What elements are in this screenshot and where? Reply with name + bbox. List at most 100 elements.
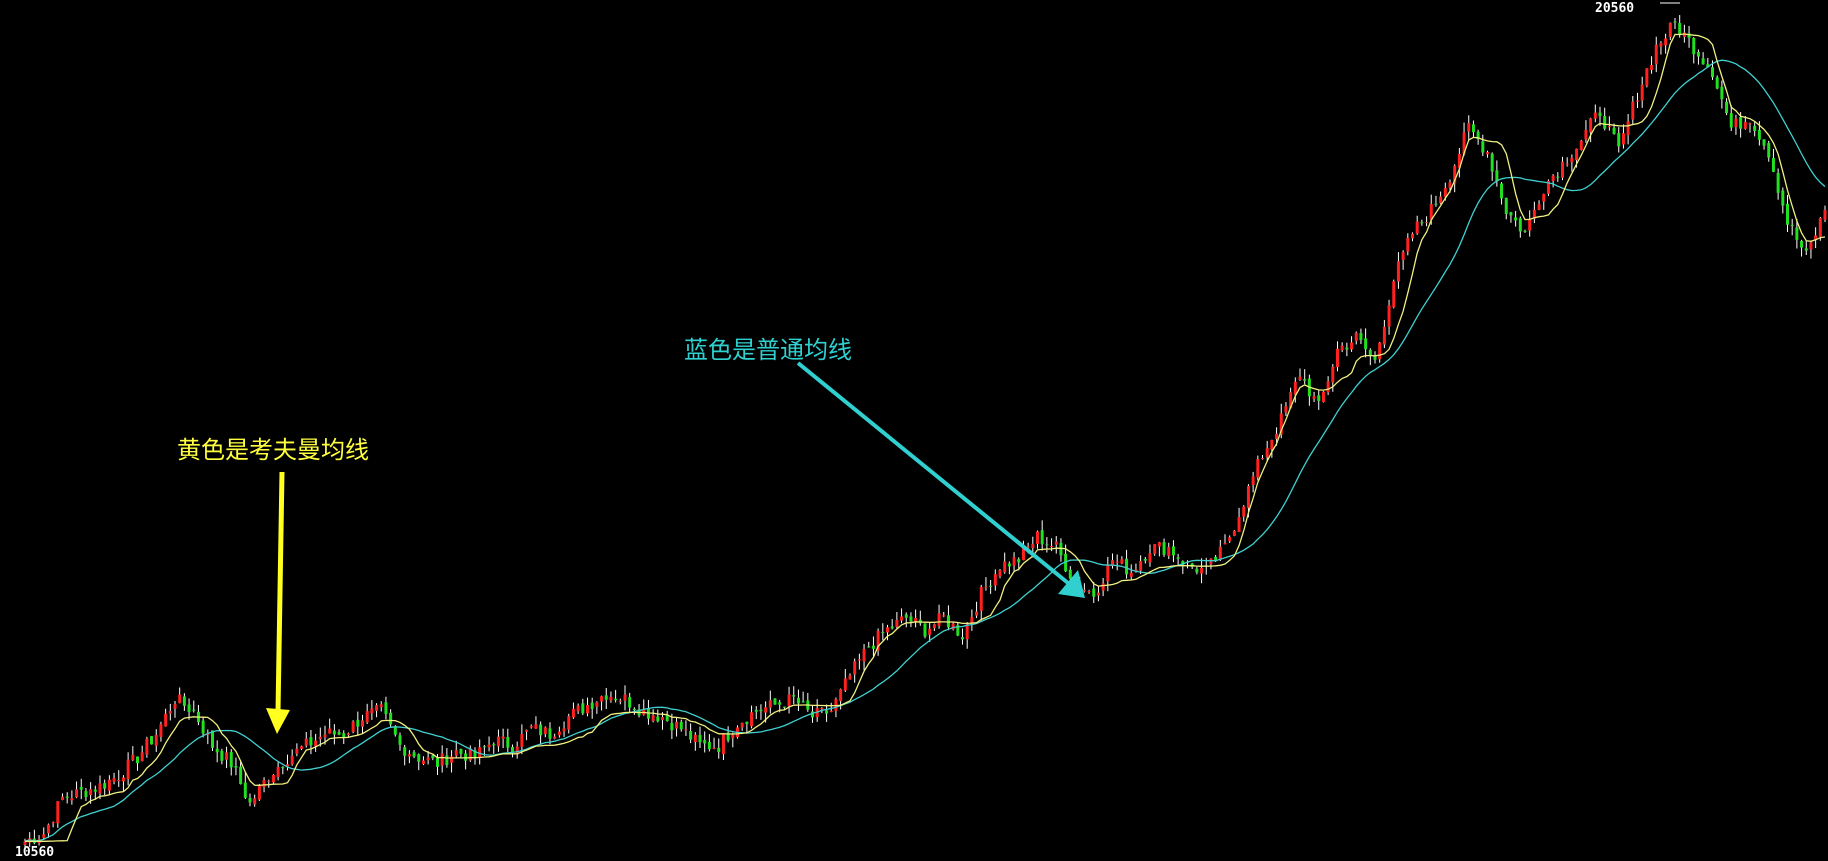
candle-down <box>989 585 993 587</box>
candle-down <box>234 766 238 768</box>
candle-down <box>628 697 632 708</box>
candle-down <box>703 740 707 744</box>
candle-up <box>300 746 304 749</box>
candle-up <box>70 798 74 801</box>
candle-up <box>450 756 454 763</box>
candle-up <box>1200 567 1204 574</box>
candle-up <box>768 700 772 708</box>
candle-up <box>1401 252 1405 260</box>
candle-down <box>726 732 730 741</box>
candle-up <box>421 760 425 764</box>
candle-up <box>1096 592 1100 596</box>
candle-up <box>56 801 60 824</box>
candle-up <box>1443 187 1447 197</box>
candle-down <box>1720 86 1724 100</box>
candle-down <box>904 614 908 618</box>
candle-down <box>229 752 233 768</box>
candle-up <box>684 729 688 731</box>
candle-up <box>1621 133 1625 145</box>
candle-up <box>1650 65 1654 70</box>
candle-down <box>1364 338 1368 350</box>
candle-up <box>1298 376 1302 380</box>
candle-up <box>1256 459 1260 478</box>
candle-up <box>534 724 538 729</box>
candle-down <box>201 720 205 734</box>
candle-up <box>1284 406 1288 413</box>
kama-annotation: 黄色是考夫曼均线 <box>177 436 369 464</box>
candle-down <box>65 796 69 798</box>
candle-up <box>553 736 557 739</box>
candle-up <box>1336 348 1339 368</box>
candle-up <box>609 696 613 701</box>
candle-down <box>459 748 463 754</box>
candle-up <box>126 759 130 779</box>
candle-up <box>1486 152 1489 155</box>
candle-up <box>154 734 158 746</box>
candle-up <box>1148 553 1152 563</box>
candle-up <box>89 789 93 795</box>
candle-up <box>829 710 833 712</box>
candle-up <box>1111 560 1114 567</box>
candle-up <box>1153 544 1157 554</box>
candle-up <box>501 736 505 739</box>
candle-up <box>1415 221 1419 234</box>
candle-down <box>136 756 139 764</box>
candle-up <box>1378 342 1382 360</box>
candle-up <box>520 733 524 747</box>
candle-up <box>478 747 482 758</box>
candle-up <box>1439 196 1443 204</box>
candle-down <box>342 733 346 738</box>
candle-up <box>1743 121 1747 129</box>
candle-up <box>257 785 261 800</box>
candle-up <box>346 733 350 736</box>
candle-down <box>1696 51 1700 57</box>
candle-down <box>548 728 552 739</box>
candle-up <box>1589 118 1593 133</box>
candle-down <box>1045 544 1049 546</box>
candle-up <box>1823 210 1827 220</box>
candle-up <box>1237 517 1241 533</box>
candle-up <box>1748 123 1752 125</box>
candle-down <box>796 697 800 704</box>
candle-up <box>1279 413 1283 435</box>
candle-down <box>1795 227 1799 240</box>
candle-up <box>1682 32 1686 37</box>
candle-down <box>1195 568 1199 573</box>
candle-up <box>1546 180 1550 194</box>
candle-up <box>731 734 735 739</box>
candle-up <box>839 689 843 702</box>
candle-down <box>656 716 660 722</box>
candle-up <box>295 748 299 754</box>
candle-up <box>225 752 229 760</box>
candle-down <box>754 709 758 712</box>
candle-down <box>1125 558 1129 575</box>
candle-up <box>1120 559 1124 564</box>
candle-down <box>506 737 510 748</box>
candle-down <box>1017 559 1021 563</box>
candle-up <box>98 783 102 794</box>
candle-up <box>1251 476 1255 485</box>
candle-up <box>1411 233 1414 239</box>
candle-up <box>876 630 880 651</box>
candle-up <box>1664 38 1668 46</box>
candle-up <box>600 696 604 702</box>
candle-down <box>403 747 407 756</box>
candle-up <box>1542 193 1546 202</box>
candle-up <box>1087 591 1091 593</box>
candle-up <box>567 716 571 730</box>
candle-down <box>1786 203 1789 225</box>
candle-up <box>951 623 955 630</box>
candle-up <box>1565 163 1569 165</box>
candle-up <box>375 705 379 711</box>
candle-up <box>286 764 289 767</box>
candle-up <box>75 789 79 798</box>
candle-up <box>1115 561 1119 563</box>
candle-down <box>867 646 871 648</box>
candle-down <box>1214 556 1218 562</box>
candle-up <box>112 778 116 782</box>
candle-up <box>271 774 275 783</box>
candle-down <box>1317 395 1321 401</box>
candle-up <box>937 613 941 626</box>
candle-up <box>145 738 149 755</box>
candle-up <box>693 734 697 743</box>
